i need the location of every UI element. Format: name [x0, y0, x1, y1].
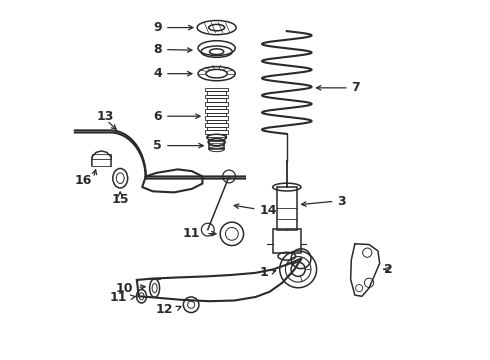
- Bar: [277, 187, 297, 230]
- Text: 3: 3: [337, 195, 346, 208]
- Bar: [207, 134, 226, 138]
- Text: 16: 16: [74, 174, 92, 187]
- Bar: [207, 105, 226, 109]
- Text: 12: 12: [155, 303, 172, 316]
- Text: 1: 1: [259, 266, 268, 279]
- Text: 13: 13: [97, 110, 114, 123]
- Bar: [205, 109, 228, 113]
- Bar: [207, 91, 226, 95]
- Bar: [207, 99, 226, 102]
- Bar: [207, 127, 226, 130]
- Bar: [207, 120, 226, 123]
- Bar: [207, 113, 226, 116]
- Text: 10: 10: [115, 282, 133, 294]
- Text: 9: 9: [153, 21, 162, 34]
- Text: 15: 15: [112, 193, 129, 206]
- Text: 11: 11: [182, 227, 200, 240]
- Bar: [205, 116, 228, 120]
- Text: 14: 14: [259, 204, 277, 217]
- Bar: [205, 95, 228, 99]
- Text: 7: 7: [351, 81, 360, 94]
- Bar: [205, 123, 228, 127]
- Bar: [205, 130, 228, 134]
- Text: 11: 11: [110, 291, 127, 304]
- Bar: [92, 154, 111, 159]
- Bar: [272, 229, 301, 253]
- Text: 5: 5: [153, 139, 162, 152]
- Text: 4: 4: [153, 67, 162, 80]
- Text: 8: 8: [153, 43, 162, 56]
- Text: 6: 6: [153, 110, 162, 123]
- Bar: [209, 141, 224, 149]
- Bar: [205, 102, 228, 105]
- Text: 2: 2: [384, 263, 392, 276]
- Bar: [205, 88, 228, 91]
